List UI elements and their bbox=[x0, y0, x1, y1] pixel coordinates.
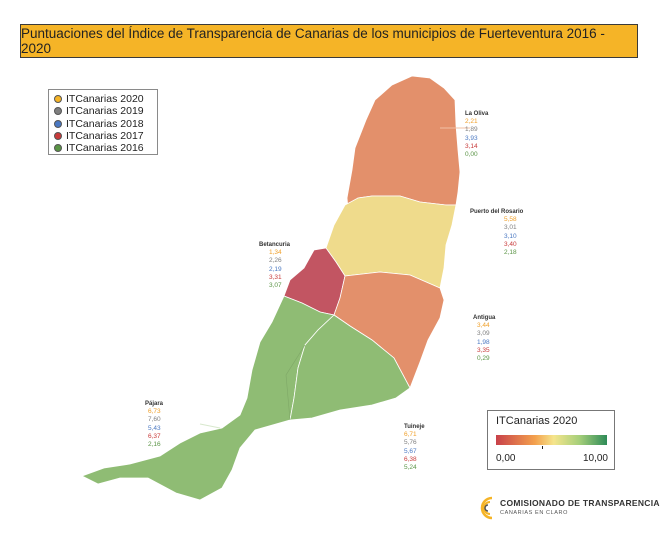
municipal-boundary-line bbox=[285, 344, 306, 421]
legend-item: ITCanarias 2020 bbox=[54, 93, 157, 105]
label-tuineje: Tuineje 6,71 5,76 5,67 6,38 5,24 bbox=[404, 423, 425, 472]
label-antigua: Antigua 3,44 3,09 1,98 3,35 0,29 bbox=[473, 314, 495, 363]
color-scale-gradient bbox=[496, 435, 607, 445]
score-2019: 3,09 bbox=[477, 330, 490, 338]
score-2019: 5,76 bbox=[404, 439, 417, 447]
score-2018: 5,43 bbox=[148, 424, 161, 432]
label-la-oliva: La Oliva 2,21 1,89 3,93 3,14 0,00 bbox=[465, 110, 488, 159]
municipality-name: Pájara bbox=[145, 401, 164, 407]
legend-item: ITCanarias 2018 bbox=[54, 118, 157, 130]
score-2020: 6,71 bbox=[404, 431, 417, 439]
municipality-name: Tuineje bbox=[404, 424, 425, 430]
score-2016: 0,29 bbox=[477, 355, 490, 363]
legend-dot bbox=[54, 119, 62, 128]
score-2020: 5,58 bbox=[504, 216, 517, 224]
municipality-name: Antigua bbox=[473, 315, 496, 321]
legend-item: ITCanarias 2019 bbox=[54, 105, 157, 117]
comisionado-logo: COMISIONADO DE TRANSPARENCIA CANARIAS EN… bbox=[474, 494, 660, 522]
legend-item: ITCanarias 2017 bbox=[54, 130, 157, 142]
logo-line-1: COMISIONADO DE TRANSPARENCIA bbox=[500, 498, 660, 508]
map-title: Puntuaciones del Índice de Transparencia… bbox=[20, 24, 638, 58]
logo-line-2: CANARIAS EN CLARO bbox=[500, 510, 568, 516]
label-puerto-del-rosario: Puerto del Rosario 5,58 3,01 3,10 3,40 2… bbox=[470, 208, 523, 257]
score-2018: 5,67 bbox=[404, 447, 417, 455]
legend-label: ITCanarias 2018 bbox=[66, 117, 144, 130]
score-2017: 3,31 bbox=[269, 273, 282, 281]
score-2016: 2,18 bbox=[504, 249, 517, 257]
score-2017: 3,14 bbox=[465, 142, 478, 150]
score-2020: 6,73 bbox=[148, 408, 161, 416]
legend-dot bbox=[54, 107, 62, 116]
score-2018: 2,19 bbox=[269, 265, 282, 273]
score-2018: 3,93 bbox=[465, 134, 478, 142]
score-2016: 3,07 bbox=[269, 282, 282, 290]
logo-mark-icon bbox=[480, 496, 493, 520]
color-scale-marker bbox=[542, 446, 543, 449]
score-2017: 6,38 bbox=[404, 455, 417, 463]
score-2019: 1,89 bbox=[465, 126, 478, 134]
score-2017: 3,40 bbox=[504, 240, 517, 248]
coastline-detail bbox=[199, 423, 221, 429]
score-2020: 1,34 bbox=[269, 249, 282, 257]
municipality-name: Betancuria bbox=[259, 242, 291, 248]
label-betancuria: Betancuria 1,34 2,26 2,19 3,31 3,07 bbox=[259, 241, 290, 290]
region-tuineje[interactable] bbox=[289, 314, 411, 421]
color-scale-legend: ITCanarias 2020 0,00 10,00 bbox=[487, 410, 615, 470]
color-scale-max: 10,00 bbox=[582, 453, 608, 464]
municipality-name: Puerto del Rosario bbox=[470, 209, 524, 215]
score-2019: 2,26 bbox=[269, 257, 282, 265]
municipality-name: La Oliva bbox=[465, 111, 489, 117]
legend-dot bbox=[54, 132, 62, 141]
score-2017: 3,35 bbox=[477, 346, 490, 354]
legend-label: ITCanarias 2017 bbox=[66, 130, 144, 143]
legend-item: ITCanarias 2016 bbox=[54, 142, 157, 154]
color-scale-min: 0,00 bbox=[496, 453, 516, 464]
label-pajara: Pájara 6,73 7,60 5,43 6,37 2,16 bbox=[145, 400, 163, 449]
legend-label: ITCanarias 2020 bbox=[66, 93, 144, 106]
score-2017: 6,37 bbox=[148, 432, 161, 440]
score-2016: 5,24 bbox=[404, 464, 417, 472]
legend-label: ITCanarias 2019 bbox=[66, 105, 144, 118]
score-2020: 3,44 bbox=[477, 322, 490, 330]
legend: ITCanarias 2020 ITCanarias 2019 ITCanari… bbox=[48, 89, 158, 155]
score-2019: 3,01 bbox=[504, 224, 517, 232]
score-2018: 1,98 bbox=[477, 338, 490, 346]
score-2016: 2,16 bbox=[148, 441, 161, 449]
score-2016: 0,00 bbox=[465, 151, 478, 159]
region-puerto-del-rosario[interactable] bbox=[325, 195, 457, 289]
score-2020: 2,21 bbox=[465, 118, 478, 126]
score-2019: 7,60 bbox=[148, 416, 161, 424]
color-scale-title: ITCanarias 2020 bbox=[496, 415, 578, 427]
legend-dot bbox=[54, 144, 62, 153]
map-title-text: Puntuaciones del Índice de Transparencia… bbox=[21, 26, 605, 56]
score-2018: 3,10 bbox=[504, 232, 517, 240]
legend-label: ITCanarias 2016 bbox=[66, 142, 144, 155]
legend-dot bbox=[54, 95, 62, 104]
